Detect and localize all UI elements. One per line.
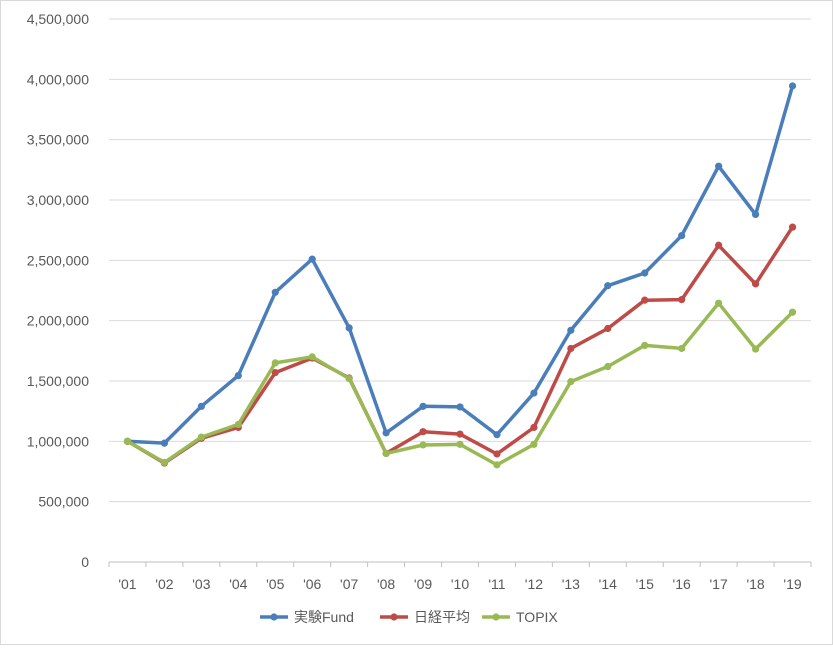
data-point — [234, 371, 242, 380]
data-point — [456, 403, 464, 411]
legend-marker — [492, 613, 500, 621]
x-tick-label: '19 — [783, 576, 801, 592]
x-tick-label: '16 — [673, 576, 691, 592]
data-point — [567, 378, 575, 386]
data-point — [197, 433, 205, 441]
data-point — [751, 345, 760, 353]
x-tick-label: '06 — [303, 576, 321, 592]
data-point — [419, 441, 427, 449]
data-point — [678, 295, 686, 304]
y-tick-label: 2,000,000 — [27, 313, 89, 329]
data-point — [530, 423, 538, 432]
data-point — [567, 326, 575, 334]
x-tick-label: '01 — [118, 576, 136, 592]
y-tick-label: 1,000,000 — [27, 433, 89, 449]
x-tick-label: '08 — [377, 576, 395, 592]
x-tick-label: '12 — [525, 576, 543, 592]
x-tick-label: '02 — [155, 576, 173, 592]
data-point — [604, 324, 612, 333]
data-point — [382, 429, 390, 437]
data-point — [788, 82, 797, 90]
data-point — [751, 210, 760, 219]
axes: 0 500,000 1,000,000 1,500,000 2,000,000 2,500… — [27, 11, 812, 592]
y-tick-label: 1,500,000 — [27, 373, 89, 389]
data-point — [271, 368, 279, 377]
x-tick-label: '13 — [562, 576, 580, 592]
y-tick-label: 3,500,000 — [27, 132, 89, 148]
x-tick-label: '07 — [340, 576, 358, 592]
legend-label: 実験Fund — [294, 609, 354, 625]
data-point — [751, 280, 760, 288]
x-tick-label: '17 — [710, 576, 728, 592]
data-point — [271, 359, 279, 367]
data-point — [308, 255, 316, 263]
data-point — [234, 420, 242, 429]
data-point — [123, 437, 132, 445]
data-point — [788, 308, 797, 316]
y-tick-label: 4,000,000 — [27, 71, 89, 87]
x-tick-label: '09 — [414, 576, 432, 592]
data-point — [419, 428, 427, 436]
series-lines — [123, 82, 797, 469]
data-point — [715, 241, 723, 249]
data-point — [678, 344, 686, 353]
data-point — [271, 288, 279, 296]
data-point — [715, 299, 723, 307]
data-point — [197, 402, 205, 410]
data-point — [715, 162, 723, 170]
data-point — [530, 440, 538, 448]
x-tick-label: '14 — [599, 576, 617, 592]
x-tick-label: '03 — [192, 576, 210, 592]
data-point — [493, 450, 501, 458]
data-point — [345, 374, 353, 383]
x-tick-label: '18 — [746, 576, 764, 592]
data-point — [382, 449, 390, 457]
y-tick-label: 2,500,000 — [27, 252, 89, 268]
data-point — [456, 430, 464, 438]
legend-label: TOPIX — [516, 609, 558, 625]
data-point — [493, 431, 501, 439]
gridlines — [109, 18, 811, 563]
data-point — [641, 296, 649, 304]
legend-marker — [390, 613, 398, 621]
legend-label: 日経平均 — [414, 609, 470, 625]
data-point — [604, 362, 612, 371]
data-point — [456, 440, 464, 448]
data-point — [345, 324, 353, 332]
data-point — [160, 439, 169, 447]
data-point — [308, 353, 316, 361]
data-point — [493, 461, 501, 469]
y-tick-label: 3,000,000 — [27, 192, 89, 208]
data-point — [419, 402, 427, 410]
data-point — [641, 341, 649, 350]
data-point — [788, 223, 797, 231]
data-point — [567, 344, 575, 353]
y-tick-label: 0 — [81, 554, 89, 570]
y-tick-label: 4,500,000 — [27, 11, 89, 27]
data-point — [604, 282, 612, 290]
y-tick-label: 500,000 — [38, 494, 89, 510]
x-tick-label: '15 — [636, 576, 654, 592]
x-tick-label: '11 — [488, 576, 505, 592]
x-tick-label: '04 — [229, 576, 247, 592]
data-point — [641, 269, 649, 277]
legend: 実験Fund 日経平均 TOPIX — [260, 609, 558, 625]
data-point — [160, 458, 169, 467]
data-point — [530, 389, 538, 397]
x-tick-label: '10 — [451, 576, 469, 592]
legend-marker — [270, 613, 278, 621]
x-tick-label: '05 — [266, 576, 284, 592]
data-point — [678, 231, 686, 240]
